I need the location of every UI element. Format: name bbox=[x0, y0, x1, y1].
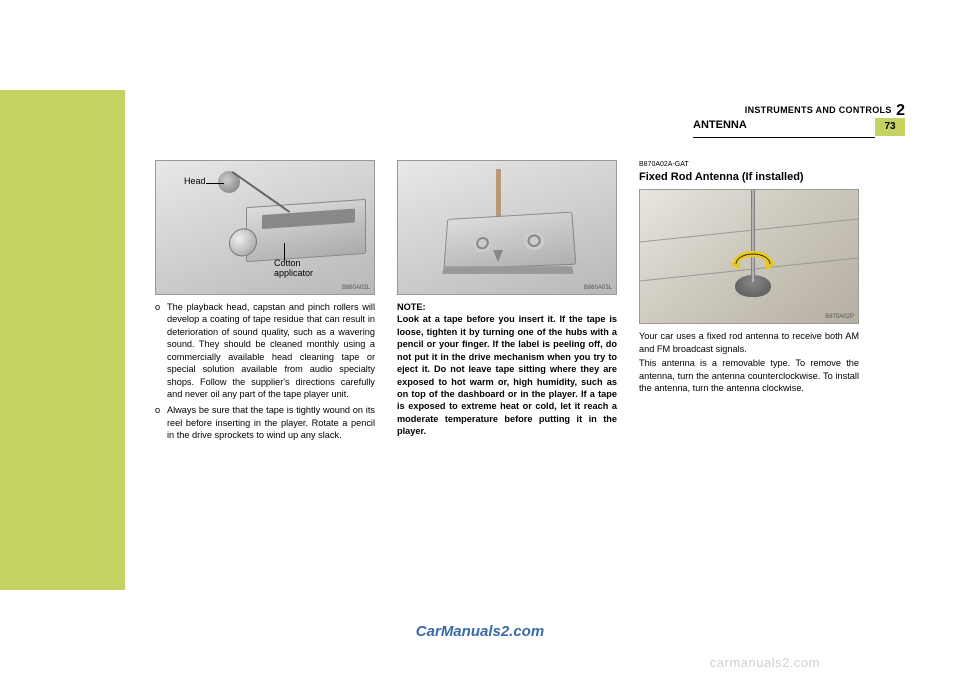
figure-cassette: B860A03L bbox=[397, 160, 617, 295]
column-3: B870A02A-GAT Fixed Rod Antenna (If insta… bbox=[639, 160, 859, 446]
pencil-tip bbox=[493, 250, 503, 262]
bullet-text: Always be sure that the tape is tightly … bbox=[167, 404, 375, 441]
manual-page: INSTRUMENTS AND CONTROLS 2 ANTENNA 73 He… bbox=[0, 0, 960, 678]
page-number: 73 bbox=[875, 118, 905, 136]
list-item: o Always be sure that the tape is tightl… bbox=[155, 404, 375, 441]
watermark-secondary: carmanuals2.com bbox=[710, 655, 820, 670]
section-header: ANTENNA 73 bbox=[695, 118, 905, 138]
section-underline bbox=[693, 137, 875, 138]
note-body: Look at a tape before you insert it. If … bbox=[397, 313, 617, 437]
cassette-hub bbox=[524, 231, 545, 251]
column-1: Head Cotton applicator B860A02L o The pl… bbox=[155, 160, 375, 446]
label-line: applicator bbox=[274, 268, 313, 278]
bullet-text: The playback head, capstan and pinch rol… bbox=[167, 301, 375, 400]
list-item: o The playback head, capstan and pinch r… bbox=[155, 301, 375, 400]
chapter-label: INSTRUMENTS AND CONTROLS bbox=[745, 105, 892, 115]
chapter-number: 2 bbox=[896, 102, 905, 119]
page-header: INSTRUMENTS AND CONTROLS 2 bbox=[745, 100, 905, 120]
cassette-illustration bbox=[443, 212, 576, 270]
note-heading: NOTE: bbox=[397, 301, 617, 313]
figure-code: B870A02P bbox=[825, 313, 854, 321]
radio-knob bbox=[229, 227, 257, 257]
section-title: ANTENNA bbox=[693, 119, 747, 131]
cassette-hub bbox=[472, 233, 492, 253]
body-paragraph: This antenna is a removable type. To rem… bbox=[639, 357, 859, 394]
figure-code: B860A03L bbox=[584, 284, 612, 292]
figure-label-cotton: Cotton applicator bbox=[274, 259, 313, 279]
figure-code: B860A02L bbox=[342, 284, 370, 292]
content-columns: Head Cotton applicator B860A02L o The pl… bbox=[155, 160, 895, 446]
cassette-edge bbox=[442, 266, 574, 274]
leader-line bbox=[206, 183, 224, 184]
figure-tape-head: Head Cotton applicator B860A02L bbox=[155, 160, 375, 295]
bullet-marker: o bbox=[155, 404, 167, 441]
left-accent-stripe bbox=[0, 90, 125, 590]
column-2: B860A03L NOTE: Look at a tape before you… bbox=[397, 160, 617, 446]
article-title: Fixed Rod Antenna (If installed) bbox=[639, 170, 859, 185]
bullet-marker: o bbox=[155, 301, 167, 400]
figure-antenna: B870A02P bbox=[639, 189, 859, 324]
article-code: B870A02A-GAT bbox=[639, 160, 859, 169]
figure-label-head: Head bbox=[184, 175, 206, 187]
rotation-arrows-icon bbox=[728, 248, 778, 280]
watermark-primary: CarManuals2.com bbox=[416, 623, 544, 640]
radio-illustration bbox=[246, 199, 366, 262]
body-paragraph: Your car uses a fixed rod antenna to rec… bbox=[639, 330, 859, 355]
label-line: Cotton bbox=[274, 258, 301, 268]
tape-slot bbox=[262, 209, 355, 230]
